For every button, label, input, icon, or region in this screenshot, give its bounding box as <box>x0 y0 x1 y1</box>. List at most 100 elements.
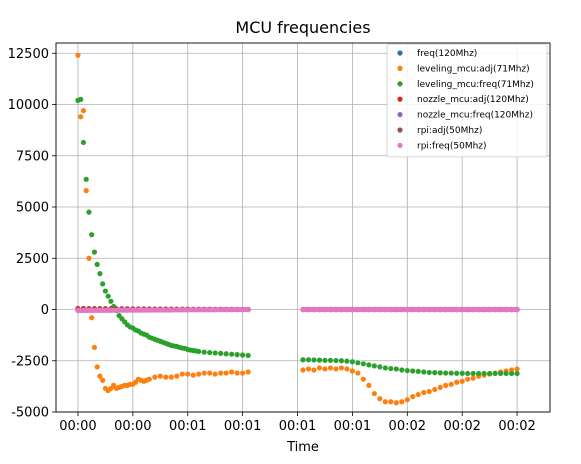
data-point <box>388 399 394 405</box>
data-point <box>333 366 339 372</box>
data-point <box>415 368 421 375</box>
data-point <box>410 368 416 374</box>
data-point <box>179 371 185 377</box>
data-point <box>102 288 108 294</box>
data-point <box>388 365 394 372</box>
data-point <box>100 281 106 287</box>
legend-marker <box>397 65 403 71</box>
data-point <box>91 249 98 255</box>
data-point <box>432 386 438 393</box>
legend-entry: nozzle_mcu:adj(120Mhz) <box>417 95 529 105</box>
data-point <box>218 370 224 376</box>
data-point <box>94 261 100 267</box>
x-tick-label: 00:01 <box>279 419 316 434</box>
data-point <box>300 367 306 373</box>
data-point <box>360 376 366 382</box>
chart-title: MCU frequencies <box>235 18 370 37</box>
data-point <box>327 365 334 371</box>
data-point <box>498 370 504 377</box>
data-point <box>190 372 196 378</box>
data-point <box>305 357 312 363</box>
x-tick-label: 00:02 <box>443 419 480 434</box>
data-point <box>97 373 103 379</box>
legend-entry: leveling_mcu:adj(71Mhz) <box>417 64 530 74</box>
data-point <box>470 370 476 377</box>
x-axis-label: Time <box>286 440 319 455</box>
data-point <box>448 381 454 387</box>
data-point <box>327 357 334 363</box>
data-point <box>426 369 432 376</box>
data-point <box>223 351 229 357</box>
data-point <box>514 366 520 372</box>
data-point <box>421 389 427 396</box>
data-point <box>481 370 487 377</box>
data-point <box>89 315 95 321</box>
data-point <box>503 370 509 377</box>
data-point <box>421 369 427 375</box>
data-point <box>366 382 372 388</box>
x-tick-label: 00:00 <box>114 419 151 434</box>
y-tick-label: 12500 <box>8 47 49 62</box>
data-point <box>432 370 438 376</box>
data-point <box>300 357 306 363</box>
data-point <box>355 360 361 366</box>
data-points <box>75 52 520 406</box>
data-point <box>80 108 87 114</box>
legend-entry: leveling_mcu:freq(71Mhz) <box>417 80 534 90</box>
data-point <box>415 391 421 398</box>
data-point <box>465 370 471 377</box>
data-point <box>316 357 323 363</box>
data-point <box>459 378 465 384</box>
plot-frame <box>55 42 551 413</box>
data-point <box>223 370 229 376</box>
data-point <box>514 370 520 377</box>
data-point <box>366 362 372 368</box>
y-tick-label: -5000 <box>11 406 49 421</box>
data-point <box>201 349 207 355</box>
series-6 <box>75 306 520 314</box>
data-point <box>382 399 388 405</box>
x-tick-label: 00:02 <box>389 419 426 434</box>
data-point <box>311 367 317 373</box>
x-tick-label: 00:02 <box>498 419 535 434</box>
data-point <box>83 188 89 194</box>
data-point <box>377 364 383 370</box>
data-point <box>212 371 218 377</box>
data-point <box>157 373 163 379</box>
legend-entry: nozzle_mcu:freq(120Mhz) <box>417 111 533 121</box>
data-point <box>240 352 246 358</box>
data-point <box>201 370 207 376</box>
data-point <box>218 350 224 356</box>
data-point <box>196 371 202 377</box>
data-point <box>240 370 246 376</box>
data-point <box>322 366 328 372</box>
data-point <box>78 96 84 102</box>
data-point <box>146 376 152 382</box>
data-point <box>229 351 235 357</box>
data-point <box>94 364 100 370</box>
data-point <box>443 370 449 376</box>
x-tick-label: 00:00 <box>59 419 96 434</box>
data-point <box>371 390 377 397</box>
legend-entry: rpi:freq(50Mhz) <box>417 141 487 151</box>
data-point <box>338 365 345 371</box>
data-point <box>305 366 312 372</box>
data-point <box>382 365 388 371</box>
x-tick-label: 00:01 <box>334 419 371 434</box>
data-point <box>338 358 345 364</box>
data-point <box>508 370 515 377</box>
data-point <box>371 363 377 369</box>
data-point <box>448 370 454 376</box>
data-point <box>514 306 520 313</box>
data-point <box>399 367 405 373</box>
data-point <box>89 232 95 238</box>
data-point <box>487 370 493 377</box>
data-point <box>234 352 240 358</box>
data-point <box>207 370 213 376</box>
data-point <box>333 357 339 364</box>
data-point <box>404 367 410 374</box>
x-tick-label: 00:01 <box>169 419 206 434</box>
data-point <box>86 255 92 261</box>
data-point <box>80 139 87 146</box>
